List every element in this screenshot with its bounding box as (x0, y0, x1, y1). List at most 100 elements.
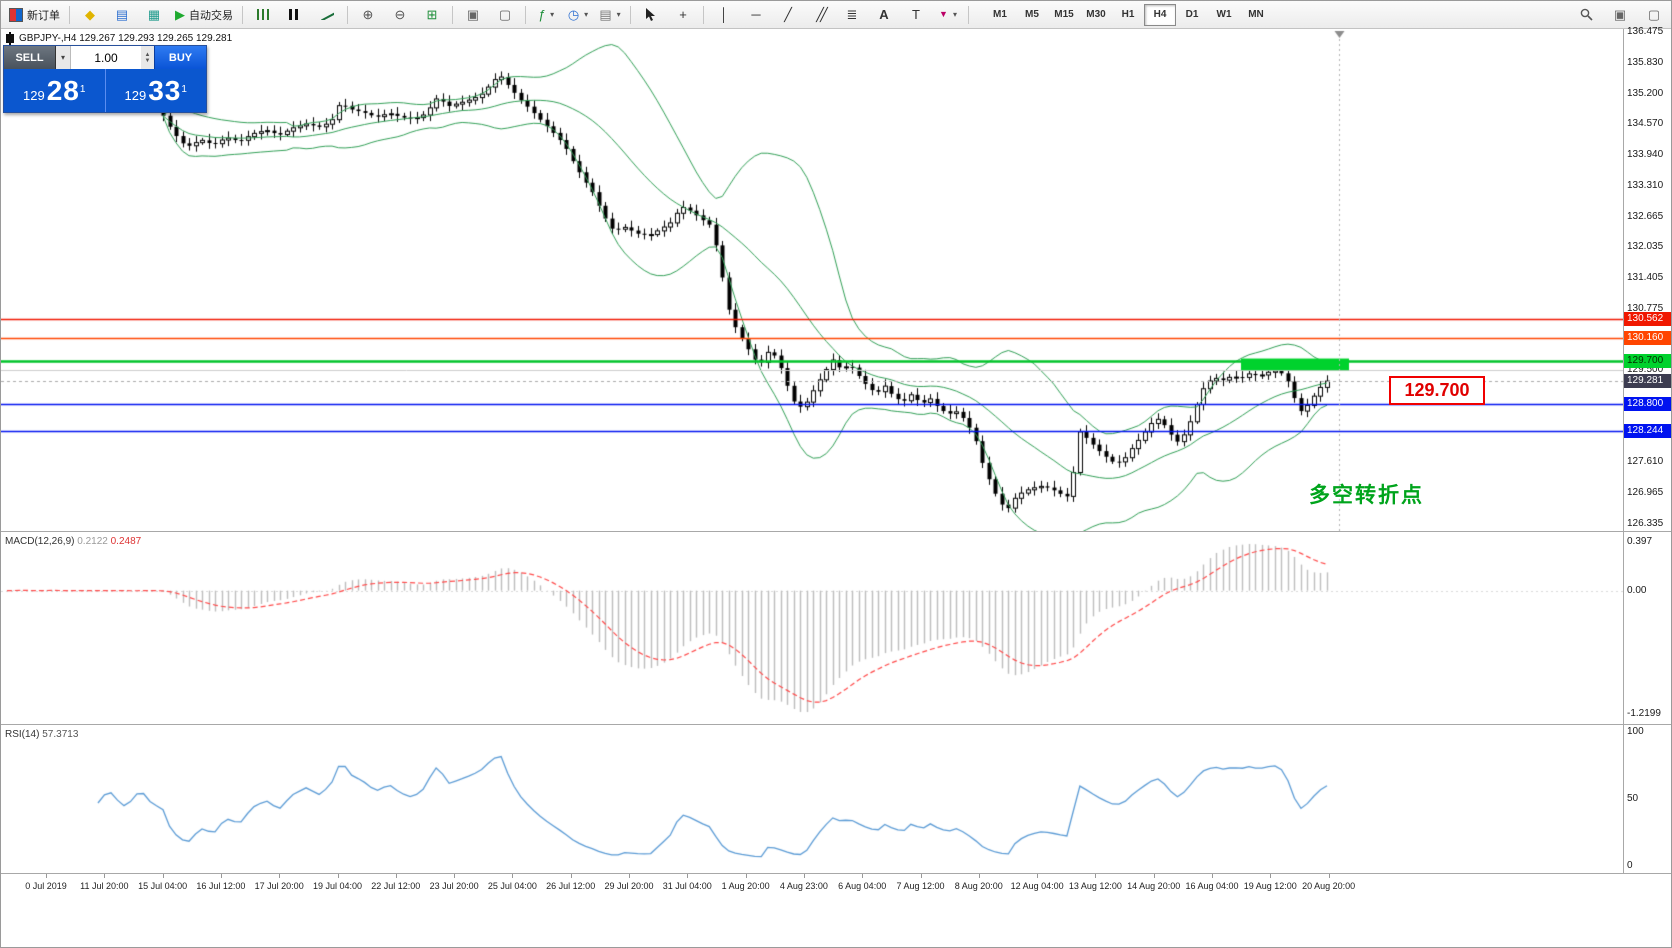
tile-windows-icon[interactable]: ▣ (466, 7, 480, 22)
macd-panel: MACD(12,26,9) 0.2122 0.2487 0.397 0.00 -1.… (1, 531, 1671, 725)
buy-price[interactable]: 129 33 1 (124, 74, 187, 106)
timeframe-h1[interactable]: H1 (1121, 9, 1135, 20)
time-axis-label: 8 Aug 20:00 (954, 881, 1003, 891)
label-tool-icon[interactable]: T (912, 7, 920, 22)
macd-canvas[interactable] (1, 532, 1623, 725)
price-axis-label: 126.335 (1627, 518, 1664, 529)
indicators-button[interactable]: ƒ ▾ (537, 7, 555, 22)
navigator-icon[interactable]: ▦ (147, 7, 161, 22)
zoom-in-icon[interactable]: ⊕ (362, 7, 374, 22)
time-tick (46, 874, 47, 878)
rsi-canvas[interactable] (1, 725, 1623, 874)
price-axis-badge: 129.281 (1624, 374, 1671, 389)
time-axis-label: 17 Jul 20:00 (254, 881, 304, 891)
time-axis-label: 31 Jul 04:00 (662, 881, 712, 891)
time-tick (337, 874, 339, 878)
time-axis-label: 23 Jul 20:00 (429, 881, 479, 891)
window-restore-icon[interactable]: ▣ (1613, 7, 1627, 22)
price-axis-label: 126.965 (1627, 487, 1664, 499)
time-tick (745, 874, 747, 878)
time-tick (978, 874, 980, 878)
time-tick (512, 874, 514, 878)
price-axis-label: 134.570 (1627, 118, 1664, 130)
step-down-icon: ▼ (144, 57, 151, 64)
time-axis-label: 16 Jul 12:00 (196, 881, 246, 891)
sell-price[interactable]: 129 28 1 (23, 74, 86, 106)
crosshair-tool-icon[interactable]: + (679, 7, 687, 22)
macd-signal-value: 0.2487 (110, 536, 142, 547)
timeframe-m5[interactable]: M5 (1025, 9, 1039, 20)
time-tick (395, 874, 397, 878)
time-axis-label: 0 Jul 2019 (25, 881, 67, 891)
bar-chart-icon[interactable] (248, 3, 278, 27)
time-tick (1095, 874, 1097, 878)
metaeditor-icon[interactable]: ◆ (85, 7, 95, 22)
cursor-tool-icon[interactable] (636, 3, 666, 27)
time-axis-label: 25 Jul 04:00 (487, 881, 537, 891)
timeframe-mn[interactable]: MN (1248, 9, 1264, 20)
time-axis-label: 12 Aug 04:00 (1010, 881, 1064, 891)
chevron-down-icon: ▾ (616, 10, 621, 19)
turning-point-note[interactable]: 多空转折点 (1309, 484, 1424, 507)
price-level-callout[interactable]: 129.700 (1389, 376, 1485, 405)
timeframe-m1[interactable]: M1 (993, 9, 1007, 20)
time-axis-label: 22 Jul 12:00 (371, 881, 421, 891)
time-tick (920, 874, 922, 878)
periods-button[interactable]: ◷ ▾ (567, 7, 589, 22)
rsi-axis-label: 100 (1627, 726, 1644, 737)
macd-axis[interactable]: 0.397 0.00 -1.2199 (1623, 532, 1671, 724)
volume-stepper[interactable]: ▲ ▼ (141, 46, 154, 69)
horizontal-line-tool-icon[interactable]: ─ (751, 7, 761, 22)
new-order-label: 新订单 (27, 9, 60, 22)
price-axis-label: 135.830 (1627, 57, 1664, 69)
timeframe-h4[interactable]: H4 (1144, 3, 1176, 26)
chart-symbol-icon (6, 32, 14, 45)
time-axis-label: 29 Jul 20:00 (604, 881, 654, 891)
bottom-fill (1, 899, 1671, 947)
divider (69, 5, 70, 24)
price-axis-label: 132.665 (1627, 210, 1664, 222)
cascade-windows-icon[interactable]: ▢ (498, 7, 512, 22)
macd-main-value: 0.2122 (77, 536, 108, 547)
volume-dropdown-icon[interactable]: ▾ (56, 46, 71, 69)
line-chart-icon[interactable] (312, 3, 342, 27)
cursor-arrow-icon (646, 7, 655, 21)
price-axis[interactable]: 136.475 135.830 135.200 134.570 133.940 133.3… (1623, 26, 1671, 531)
search-icon[interactable] (1571, 3, 1601, 27)
price-axis-badge: 130.160 (1624, 331, 1671, 346)
rsi-axis[interactable]: 100 50 0 (1623, 725, 1671, 873)
vertical-line-tool-icon[interactable]: │ (719, 7, 729, 22)
market-watch-icon[interactable]: ▤ (115, 7, 129, 22)
text-tool-icon[interactable]: A (879, 7, 889, 22)
arrows-tool-icon[interactable]: ▼ ▾ (939, 9, 957, 20)
volume-input[interactable]: 1.00 (71, 46, 141, 69)
chevron-down-icon: ▾ (550, 10, 555, 19)
rsi-axis-label: 0 (1627, 860, 1633, 871)
templates-button[interactable]: ▤ ▾ (599, 7, 621, 22)
buy-button[interactable]: BUY (154, 46, 206, 69)
divider (968, 5, 969, 24)
trendline-tool-icon[interactable]: ╱ (784, 7, 792, 22)
sell-button[interactable]: SELL (4, 46, 56, 69)
price-axis-label: 133.940 (1627, 149, 1664, 160)
candlestick-chart-icon[interactable] (280, 3, 310, 27)
new-order-button[interactable]: 新订单 (5, 3, 64, 27)
price-chart-canvas[interactable] (1, 29, 1623, 531)
zoom-out-icon[interactable]: ⊖ (394, 7, 406, 22)
autotrading-button[interactable]: ▶ 自动交易 (171, 3, 237, 27)
timeframe-d1[interactable]: D1 (1185, 9, 1199, 20)
macd-label: MACD(12,26,9) 0.2122 0.2487 (5, 536, 142, 547)
window-new-icon[interactable]: ▢ (1647, 7, 1661, 22)
timeframe-m15[interactable]: M15 (1054, 9, 1074, 20)
chevron-down-icon: ▾ (952, 10, 957, 19)
grid-icon[interactable]: ⊞ (426, 7, 438, 22)
fibonacci-tool-icon[interactable]: ≣ (846, 7, 858, 22)
price-axis-label: 136.475 (1627, 26, 1664, 37)
timeframe-m30[interactable]: M30 (1086, 9, 1106, 20)
price-axis-label: 132.035 (1627, 241, 1664, 253)
time-axis[interactable]: 0 Jul 2019 11 Jul 20:00 15 Jul 04:00 16 Jul… (1, 873, 1671, 899)
channel-tool-icon[interactable]: ╱╱ (816, 7, 827, 22)
macd-axis-label: 0.00 (1627, 584, 1647, 596)
timeframe-w1[interactable]: W1 (1216, 9, 1232, 20)
